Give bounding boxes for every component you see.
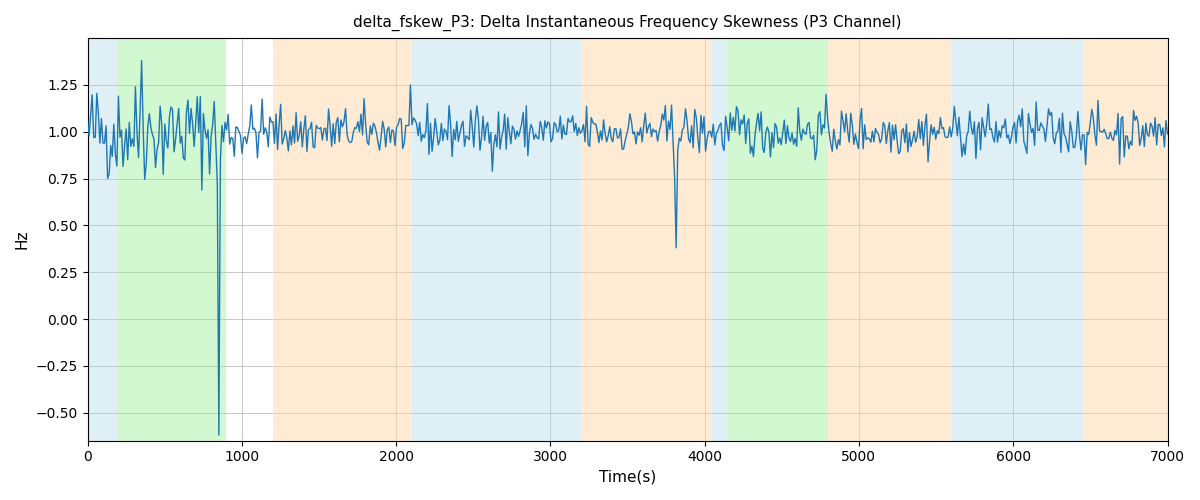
Bar xyxy=(88,38,119,440)
Bar xyxy=(828,38,952,440)
Bar xyxy=(727,38,828,440)
X-axis label: Time(s): Time(s) xyxy=(599,470,656,485)
Bar xyxy=(713,38,727,440)
Bar xyxy=(412,38,581,440)
Bar xyxy=(952,38,1082,440)
Title: delta_fskew_P3: Delta Instantaneous Frequency Skewness (P3 Channel): delta_fskew_P3: Delta Instantaneous Freq… xyxy=(353,15,901,31)
Bar xyxy=(119,38,227,440)
Bar xyxy=(581,38,713,440)
Bar xyxy=(1082,38,1168,440)
Bar xyxy=(272,38,412,440)
Y-axis label: Hz: Hz xyxy=(14,230,30,249)
